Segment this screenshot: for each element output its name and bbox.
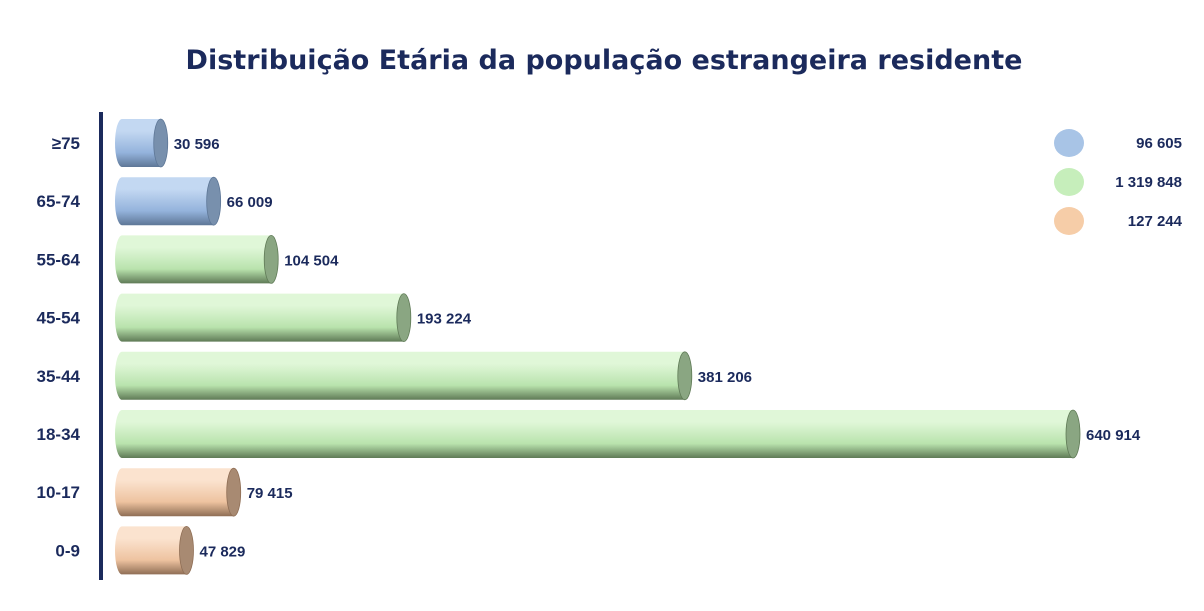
bar bbox=[115, 526, 187, 575]
category-label: 35-44 bbox=[37, 367, 81, 386]
bar bbox=[115, 410, 1073, 458]
bar-end-cap bbox=[396, 293, 412, 343]
bar-end-cap bbox=[179, 526, 194, 575]
bar bbox=[115, 235, 272, 284]
bar bbox=[115, 351, 685, 400]
category-label: 0-9 bbox=[55, 541, 80, 560]
chart-title: Distribuição Etária da população estrang… bbox=[186, 45, 1023, 76]
legend-marker bbox=[1054, 207, 1084, 235]
legend-label: 127 244 bbox=[1128, 213, 1183, 230]
category-label: 45-54 bbox=[37, 309, 81, 328]
legend: 96 605 1 319 848 127 244 bbox=[1054, 129, 1183, 235]
value-label: 104 504 bbox=[284, 252, 339, 269]
bar-end-cap bbox=[263, 234, 279, 284]
bar bbox=[115, 293, 404, 342]
legend-label: 96 605 bbox=[1136, 135, 1182, 152]
value-label: 79 415 bbox=[247, 485, 293, 502]
bar bbox=[115, 468, 234, 517]
value-label: 640 914 bbox=[1086, 427, 1141, 444]
value-label: 381 206 bbox=[698, 369, 752, 386]
bars-layer: ≥75 30 596 65-74 66 009 55-64 104 504 45-54 193… bbox=[37, 118, 1141, 575]
category-label: 65-74 bbox=[37, 192, 81, 211]
bar-end-cap bbox=[226, 467, 242, 517]
legend-label: 1 319 848 bbox=[1115, 174, 1182, 191]
value-label: 47 829 bbox=[199, 543, 245, 560]
value-label: 30 596 bbox=[174, 136, 220, 153]
value-label: 193 224 bbox=[417, 311, 472, 328]
category-label: ≥75 bbox=[52, 134, 80, 153]
category-label: 10-17 bbox=[37, 483, 80, 502]
legend-marker bbox=[1054, 168, 1084, 196]
bar-end-cap bbox=[1065, 409, 1081, 459]
value-label: 66 009 bbox=[227, 194, 273, 211]
category-label: 18-34 bbox=[37, 425, 81, 444]
bar-end-cap bbox=[677, 351, 693, 401]
legend-marker bbox=[1054, 129, 1084, 157]
category-label: 55-64 bbox=[37, 250, 81, 269]
bar-end-cap bbox=[153, 118, 169, 168]
bar bbox=[115, 119, 161, 167]
bar bbox=[115, 177, 214, 226]
bar-end-cap bbox=[206, 176, 222, 226]
